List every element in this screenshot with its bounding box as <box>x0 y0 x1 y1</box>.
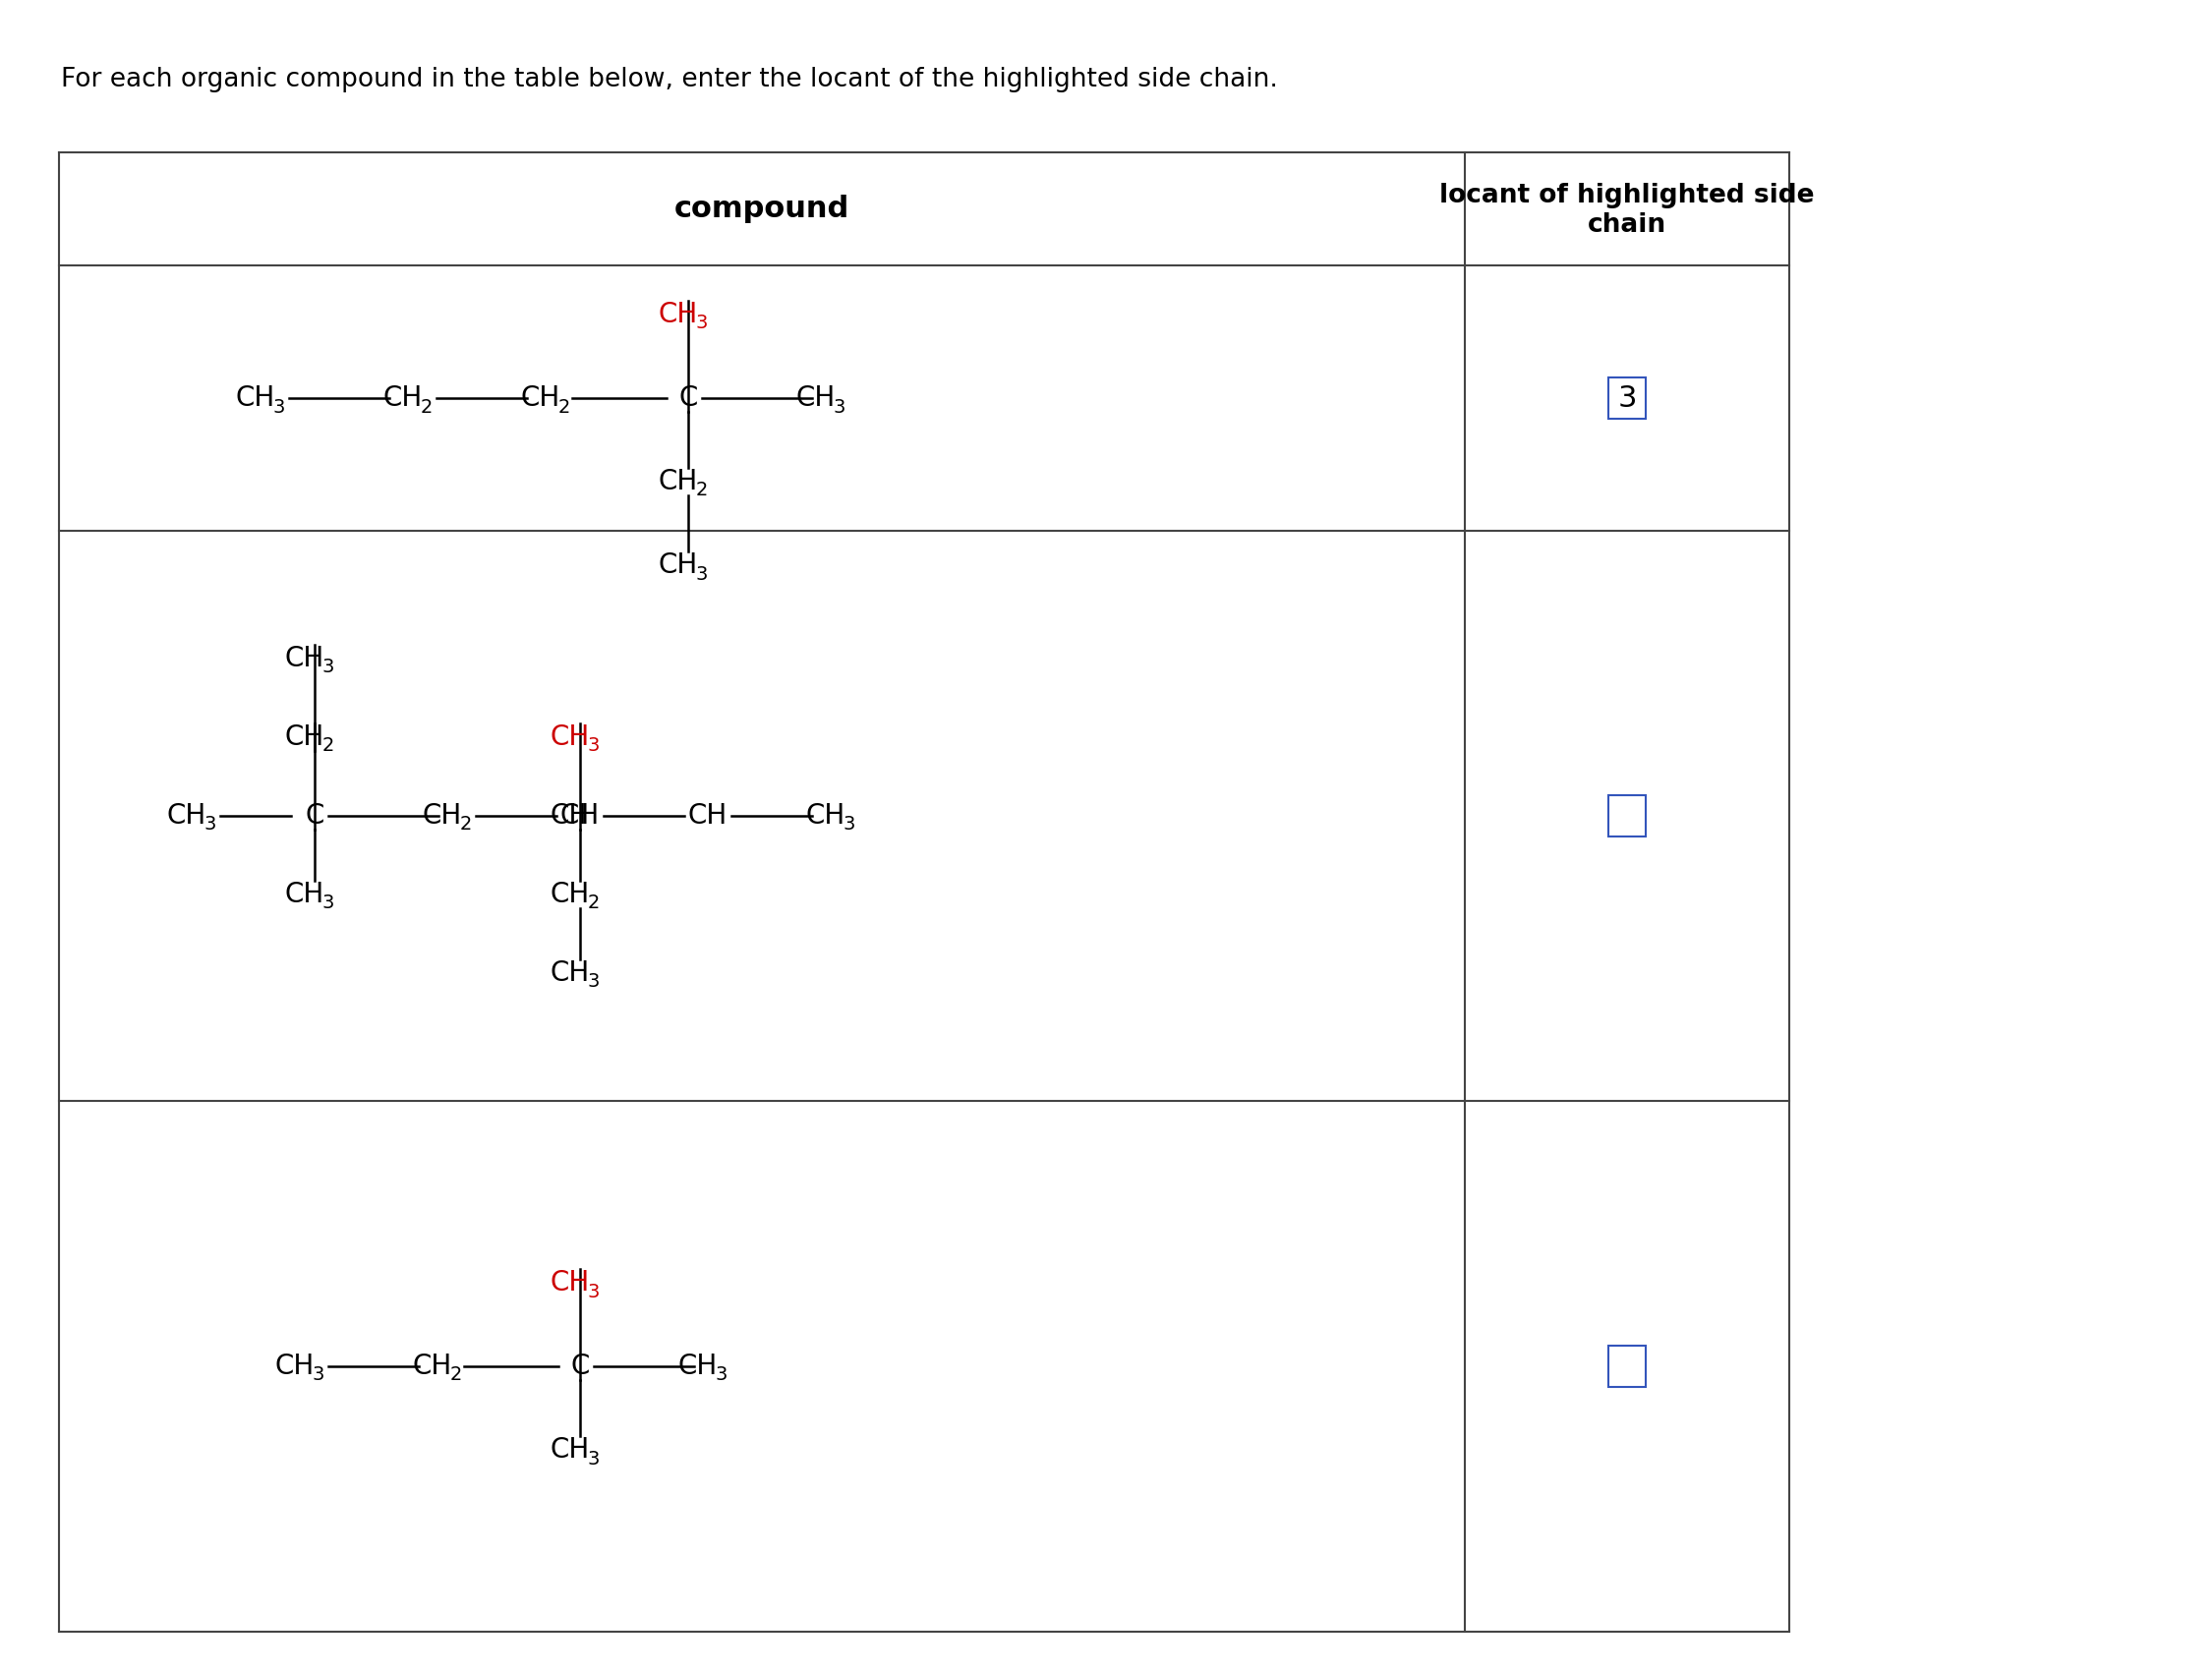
Text: 3: 3 <box>588 973 599 991</box>
Text: 3: 3 <box>843 816 856 834</box>
Text: 3: 3 <box>323 895 334 913</box>
Text: 3: 3 <box>272 398 285 416</box>
Text: CH: CH <box>551 1436 591 1463</box>
Text: 3: 3 <box>1617 385 1637 413</box>
Text: 3: 3 <box>588 737 599 756</box>
Text: 3: 3 <box>697 314 708 333</box>
Text: CH: CH <box>383 385 422 411</box>
Text: For each organic compound in the table below, enter the locant of the highlighte: For each organic compound in the table b… <box>62 67 1279 92</box>
Text: C: C <box>679 385 697 411</box>
Text: CH: CH <box>551 1269 591 1296</box>
Text: 3: 3 <box>1617 385 1637 413</box>
Text: CH: CH <box>414 1353 453 1379</box>
Text: 2: 2 <box>323 737 334 756</box>
Text: CH: CH <box>551 881 591 908</box>
Text: 2: 2 <box>557 398 571 416</box>
Text: CH: CH <box>522 385 560 411</box>
Text: 2: 2 <box>460 816 471 834</box>
Bar <box>1608 1346 1646 1388</box>
Text: CH: CH <box>551 960 591 986</box>
Text: CH: CH <box>285 645 325 672</box>
Text: CH: CH <box>551 724 591 751</box>
Text: 3: 3 <box>588 1450 599 1468</box>
Text: CH: CH <box>285 724 325 751</box>
Text: 3: 3 <box>204 816 217 834</box>
Text: CH: CH <box>560 803 599 829</box>
Text: 3: 3 <box>323 659 334 677</box>
Text: 3: 3 <box>697 565 708 584</box>
Text: CH: CH <box>285 881 325 908</box>
Text: 2: 2 <box>588 895 599 913</box>
Text: locant of highlighted side: locant of highlighted side <box>1440 182 1814 207</box>
Text: 3: 3 <box>834 398 845 416</box>
Text: CH: CH <box>679 1353 717 1379</box>
Text: CH: CH <box>796 385 836 411</box>
Text: C: C <box>305 803 325 829</box>
Text: 2: 2 <box>420 398 434 416</box>
Text: CH: CH <box>237 385 274 411</box>
Text: CH: CH <box>168 803 206 829</box>
Text: CH: CH <box>422 803 462 829</box>
Text: CH: CH <box>659 468 699 495</box>
Bar <box>1608 796 1646 836</box>
Text: CH: CH <box>659 552 699 579</box>
Text: 2: 2 <box>449 1366 462 1384</box>
Text: chain: chain <box>1588 212 1666 237</box>
Bar <box>1608 378 1646 418</box>
Text: CH: CH <box>688 803 728 829</box>
Text: 2: 2 <box>697 482 708 500</box>
Text: CH: CH <box>551 803 591 829</box>
Text: 3: 3 <box>588 1282 599 1301</box>
Text: CH: CH <box>805 803 845 829</box>
Text: C: C <box>571 1353 591 1379</box>
Text: compound: compound <box>675 194 849 222</box>
Text: 3: 3 <box>714 1366 728 1384</box>
Text: CH: CH <box>274 1353 314 1379</box>
Text: CH: CH <box>659 301 699 328</box>
Text: 3: 3 <box>312 1366 325 1384</box>
